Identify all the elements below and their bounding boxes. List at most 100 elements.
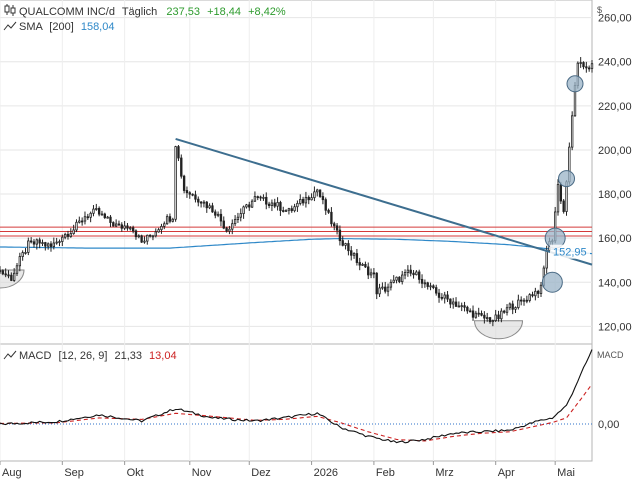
candle (338, 225, 342, 246)
candle (494, 309, 497, 323)
candle-body (582, 62, 585, 68)
candle-body (310, 197, 313, 201)
candle-body (225, 227, 228, 232)
candle-body (401, 274, 404, 283)
candle (406, 265, 410, 277)
candle (321, 192, 325, 205)
candle-body (579, 62, 582, 64)
candle (318, 189, 322, 198)
candle-body (537, 290, 540, 294)
candle-body (168, 216, 172, 222)
candle (440, 293, 444, 301)
candle (335, 223, 339, 235)
candle (117, 220, 121, 226)
candle-body (494, 314, 497, 322)
candle-body (395, 276, 398, 281)
candle-body (440, 296, 444, 299)
candle-body (514, 307, 517, 310)
candle-body (545, 250, 548, 269)
highlight-marker (566, 75, 584, 93)
candle-body (412, 272, 415, 276)
candle-body (296, 203, 299, 208)
candle-body (350, 250, 353, 256)
candle-body (384, 286, 387, 292)
candle (511, 300, 514, 315)
candle (401, 270, 404, 285)
highlight-markers (541, 75, 584, 293)
candle-body (0, 270, 2, 273)
candle (180, 154, 183, 179)
price-tick-label: 140,00 (598, 277, 632, 289)
candle (378, 283, 381, 298)
candle-body (188, 192, 191, 195)
candle-body (321, 196, 325, 201)
candle (361, 262, 364, 266)
candle-body (344, 243, 347, 246)
candle-body (146, 234, 149, 242)
candle (78, 216, 81, 224)
candle-body (131, 227, 135, 232)
candle-body (222, 220, 225, 229)
candle-body (214, 211, 217, 216)
candle (137, 234, 140, 239)
candle (284, 209, 288, 213)
macd-lines (0, 349, 593, 444)
candle-body (171, 218, 174, 222)
price-change-pct: +8,42% (248, 6, 286, 18)
candle (0, 266, 2, 274)
candle (358, 257, 361, 271)
candle-body (284, 209, 288, 212)
candle (46, 242, 50, 250)
candle-body (112, 222, 115, 227)
candle (151, 234, 155, 241)
candle-body (276, 202, 279, 207)
candle-body (129, 227, 132, 230)
candle (503, 309, 506, 314)
candle (182, 174, 186, 194)
candle-body (587, 67, 591, 70)
candle (160, 223, 163, 234)
candle (562, 199, 565, 214)
candle (177, 145, 180, 162)
candle (381, 282, 384, 290)
candle-body (355, 253, 359, 263)
candle (1, 269, 5, 276)
candle (188, 191, 191, 199)
candle (143, 236, 146, 244)
candles (0, 57, 594, 327)
candle (369, 268, 373, 279)
candle-body (143, 240, 146, 243)
candle-body (307, 196, 310, 201)
header-legend: QUALCOMM INC/d Täglich 237,53 +18,44 +8,… (4, 4, 286, 18)
candle-body (140, 235, 143, 243)
candle-body (531, 294, 534, 297)
candle (347, 240, 350, 256)
candle-body (497, 314, 500, 320)
candle-body (58, 241, 61, 243)
candle (579, 57, 582, 68)
candle (197, 196, 200, 207)
highlight-marker (558, 170, 576, 188)
candle (420, 274, 424, 289)
price-tick-label: 260,00 (598, 13, 632, 25)
candle-body (27, 240, 30, 253)
candle-body (4, 273, 7, 276)
candle (208, 203, 211, 210)
candle (449, 298, 452, 309)
candle (310, 193, 313, 201)
candle-body (403, 272, 407, 276)
candle-body (151, 235, 155, 238)
candle (12, 268, 16, 282)
candle-body (49, 243, 53, 247)
candle-body (539, 284, 543, 294)
candle (412, 270, 415, 279)
candle-body (253, 196, 257, 202)
candle (256, 195, 259, 201)
macd-panel-label: MACD (597, 350, 624, 360)
currency-label: $ (597, 5, 602, 15)
highlight-marker (541, 271, 563, 293)
candle-body (231, 223, 234, 230)
candle (355, 248, 359, 266)
candle (497, 310, 500, 322)
candle (63, 232, 67, 240)
